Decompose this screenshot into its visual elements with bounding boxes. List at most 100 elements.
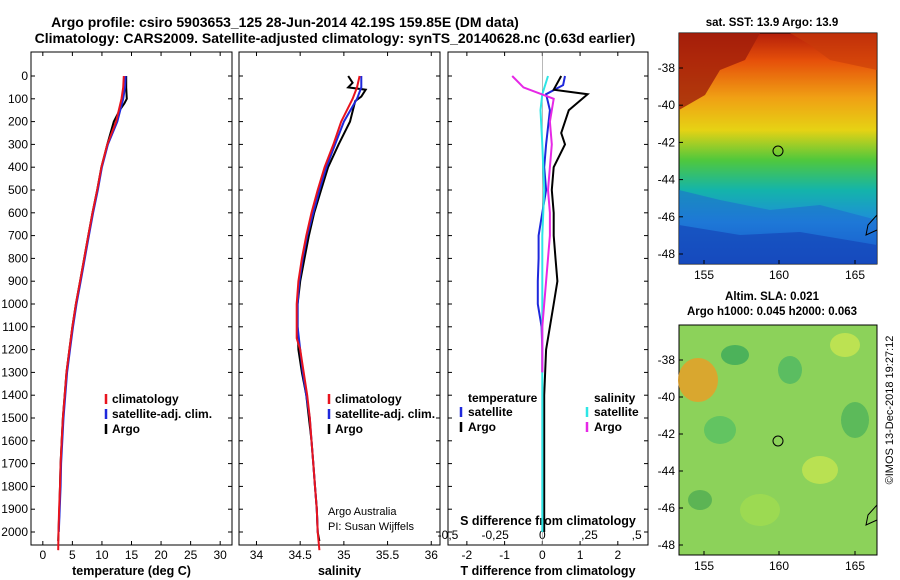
legend-s-head: salinity	[594, 391, 636, 405]
legend-t-head: temperature	[468, 391, 538, 405]
x-tick-label: 1	[577, 548, 584, 562]
y-tick-label: 2000	[1, 525, 28, 539]
y-tick-label: 1300	[1, 365, 28, 379]
pi-text: PI: Susan Wijffels	[328, 521, 414, 533]
map-y-tick-label: -46	[658, 501, 676, 515]
map-y-tick-label: -44	[658, 464, 676, 478]
x-tick-label: 15	[125, 548, 139, 562]
legend-label: climatology	[335, 392, 402, 406]
sla-map-subtitle: Argo h1000: 0.045 h2000: 0.063	[687, 306, 857, 318]
y-tick-label: 600	[8, 206, 28, 220]
y-tick-label: 700	[8, 229, 28, 243]
map-x-tick-label: 165	[845, 268, 865, 282]
credit-text: Argo Australia	[328, 506, 397, 518]
sla-map-title: Altim. SLA: 0.021	[725, 291, 820, 303]
plot-frame-temperature	[30, 51, 233, 546]
map-y-tick-label: -38	[658, 61, 676, 75]
sst-map	[678, 32, 878, 265]
x-tick-label: 10	[95, 548, 109, 562]
y-tick-label: 0	[21, 69, 28, 83]
x-tick-label: 35	[337, 548, 351, 562]
s-tick-label: -0,5	[438, 528, 459, 542]
x-tick-label: 35.5	[376, 548, 400, 562]
y-tick-label: 1800	[1, 479, 28, 493]
legend-label: satellite-adj. clim.	[335, 407, 435, 421]
x-tick-label: 30	[213, 548, 227, 562]
legend-label: satellite-adj. clim.	[112, 407, 212, 421]
s-tick-label: ,25	[581, 528, 598, 542]
map-x-tick-label: 160	[769, 268, 789, 282]
title-line-1: Argo profile: csiro 5903653_125 28-Jun-2…	[51, 14, 519, 30]
s-tick-label: -0,25	[481, 528, 509, 542]
legend-diff: temperature salinitysatelliteArgosatellit…	[459, 391, 639, 434]
series-t-argo	[543, 75, 590, 532]
x-tick-label: 5	[69, 548, 76, 562]
map-y-tick-label: -48	[658, 538, 676, 552]
x-tick-label: 25	[184, 548, 198, 562]
x-tick-label: 0	[39, 548, 46, 562]
x-tick-label: -2	[462, 548, 473, 562]
x-axis-label: salinity	[318, 564, 361, 578]
y-tick-label: 100	[8, 92, 28, 106]
panel-difference: -2 -1 0 1 2 T difference from climatology S di…	[438, 51, 649, 578]
map-y-tick-label: -46	[658, 210, 676, 224]
imos-stamp: ©IMOS 13-Dec-2018 19:27:12	[884, 336, 896, 485]
map-y-tick-label: -42	[658, 135, 676, 149]
x-axis-label: temperature (deg C)	[72, 564, 191, 578]
x-tick-label: 2	[614, 548, 621, 562]
title-line-2: Climatology: CARS2009. Satellite-adjuste…	[35, 30, 636, 46]
sst-map-axes: -38 -40 -42 -44 -46 -48 155 160 165	[658, 61, 866, 282]
sst-map-title: sat. SST: 13.9 Argo: 13.9	[706, 17, 839, 29]
x-axis-label: T difference from climatology	[460, 564, 635, 578]
y-tick-label: 200	[8, 115, 28, 129]
legend-label: satellite	[594, 405, 639, 419]
y-tick-label: 1000	[1, 297, 28, 311]
x-tick-label: 36	[425, 548, 439, 562]
y-tick-label: 500	[8, 183, 28, 197]
map-x-tick-label: 160	[769, 559, 789, 573]
map-y-tick-label: -42	[658, 427, 676, 441]
legend-label: satellite	[468, 405, 513, 419]
y-tick-label: 1400	[1, 388, 28, 402]
legend-label: Argo	[112, 422, 140, 436]
s-axis-label: S difference from climatology	[460, 514, 636, 528]
y-tick-label: 1200	[1, 343, 28, 357]
y-tick-label: 800	[8, 251, 28, 265]
map-y-tick-label: -48	[658, 247, 676, 261]
map-x-tick-label: 155	[694, 268, 714, 282]
series-climatology	[57, 75, 125, 551]
y-tick-label: 400	[8, 160, 28, 174]
legend-label: Argo	[468, 420, 496, 434]
y-tick-label: 300	[8, 137, 28, 151]
map-y-tick-label: -40	[658, 98, 676, 112]
legend-label: climatology	[112, 392, 179, 406]
series-s-argo	[511, 75, 555, 373]
y-tick-label: 900	[8, 274, 28, 288]
x-tick-label: 20	[154, 548, 168, 562]
map-x-tick-label: 155	[694, 559, 714, 573]
map-y-tick-label: -44	[658, 173, 676, 187]
series-s-satellite	[539, 75, 549, 532]
x-tick-label: 34	[250, 548, 264, 562]
y-tick-label: 1600	[1, 434, 28, 448]
map-y-tick-label: -40	[658, 390, 676, 404]
y-tick-label: 1100	[2, 320, 28, 334]
map-x-tick-label: 165	[845, 559, 865, 573]
panel-temperature: 0100200300400500600700800900100011001200…	[1, 51, 233, 578]
s-tick-label: ,5	[632, 528, 642, 542]
y-tick-label: 1700	[1, 457, 28, 471]
series-climatology	[295, 75, 361, 551]
x-tick-label: -1	[499, 548, 510, 562]
legend-label: Argo	[594, 420, 622, 434]
sla-map-axes: -38 -40 -42 -44 -46 -48 155 160 165	[658, 353, 866, 573]
panel-salinity: 34 34.5 35 35.5 36 salinity	[238, 51, 441, 578]
sla-map	[678, 324, 878, 556]
map-y-tick-label: -38	[658, 353, 676, 367]
y-tick-label: 1500	[1, 411, 28, 425]
y-tick-label: 1900	[1, 502, 28, 516]
x-tick-label: 0	[539, 548, 546, 562]
x-tick-label: 34.5	[288, 548, 312, 562]
